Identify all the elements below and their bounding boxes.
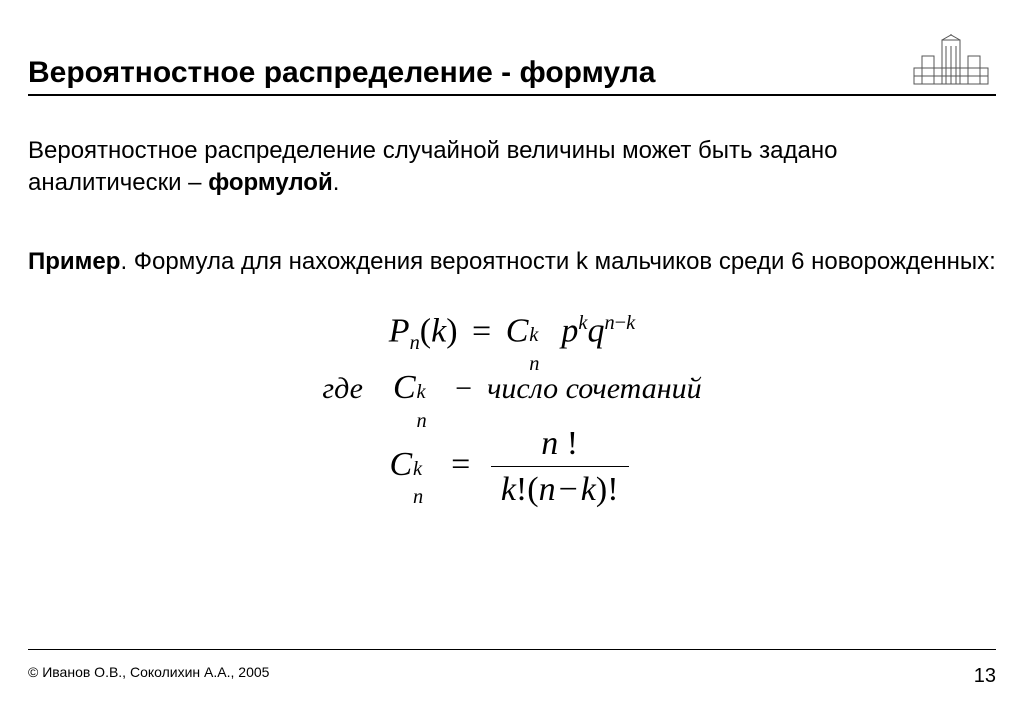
sym-q-sup-minus: − <box>615 312 627 334</box>
sym-eq: = <box>466 313 497 350</box>
sym-C-sub: n <box>529 353 539 376</box>
example-text: . Формула для нахождения вероятности k м… <box>120 248 995 275</box>
university-logo <box>906 34 996 90</box>
sym-C3: C <box>389 446 412 483</box>
header-row: Вероятностное распределение - формула <box>28 34 996 90</box>
fraction-den: k!(n−k)! <box>491 467 629 509</box>
header-rule <box>28 94 996 96</box>
formula-combination: Ckn = n ! k!(n−k)! <box>28 425 996 509</box>
sym-q-sup: n−k <box>604 312 635 334</box>
sym-P-sub: n <box>410 332 420 354</box>
sym-C2: C <box>393 369 416 406</box>
num-n: n <box>541 425 558 462</box>
sym-C-sup: k <box>529 324 538 347</box>
formula-where-line: где Ckn − число сочетаний <box>28 369 996 407</box>
intro-pre: Вероятностное распределение случайной ве… <box>28 137 837 196</box>
sym-C2-sub: n <box>416 410 426 433</box>
den-k: k <box>501 471 516 508</box>
den-bang2: ! <box>607 471 618 508</box>
formula-bernoulli: Pn(k) = Ckn pkqn−k <box>28 312 996 355</box>
word-combinations: число сочетаний <box>487 372 702 405</box>
intro-paragraph: Вероятностное распределение случайной ве… <box>28 135 996 200</box>
sym-C3-sup: k <box>413 458 422 481</box>
example-label: Пример <box>28 248 120 275</box>
intro-bold: формулой <box>208 169 333 196</box>
copyright-text: © Иванов О.В., Соколихин А.А., 2005 <box>28 664 269 680</box>
den-n: n <box>539 471 556 508</box>
formula-block: Pn(k) = Ckn pkqn−k где Ckn − число сочет… <box>28 312 996 509</box>
fraction: n ! k!(n−k)! <box>491 425 629 509</box>
sym-p: p <box>561 313 578 350</box>
den-k2: k <box>581 471 596 508</box>
sym-C: C <box>506 313 529 350</box>
sym-dash: − <box>455 372 472 405</box>
footer-rule <box>28 649 996 650</box>
intro-post: . <box>333 169 340 196</box>
sym-eq2: = <box>445 446 476 483</box>
den-close: ) <box>596 471 607 508</box>
den-open: ( <box>527 471 538 508</box>
word-where: где <box>322 372 363 405</box>
sym-P: P <box>389 313 410 350</box>
slide-title: Вероятностное распределение - формула <box>28 56 655 90</box>
den-bang1: ! <box>516 471 527 508</box>
sym-q-sup-b: k <box>626 312 635 334</box>
num-bang: ! <box>567 425 578 462</box>
sym-C2-sup: k <box>416 381 425 404</box>
sym-C3-sub: n <box>413 486 423 509</box>
den-minus: − <box>556 471 581 508</box>
example-paragraph: Пример. Формула для нахождения вероятнос… <box>28 246 996 278</box>
page-number: 13 <box>974 665 996 688</box>
sym-k: k <box>431 313 446 350</box>
slide: Вероятностное распределение - формула <box>0 0 1024 708</box>
sym-q-sup-a: n <box>604 312 614 334</box>
sym-q: q <box>587 313 604 350</box>
sym-open: ( <box>420 313 431 350</box>
fraction-num: n ! <box>491 425 629 467</box>
body: Вероятностное распределение случайной ве… <box>28 135 996 517</box>
sym-close: ) <box>446 313 457 350</box>
